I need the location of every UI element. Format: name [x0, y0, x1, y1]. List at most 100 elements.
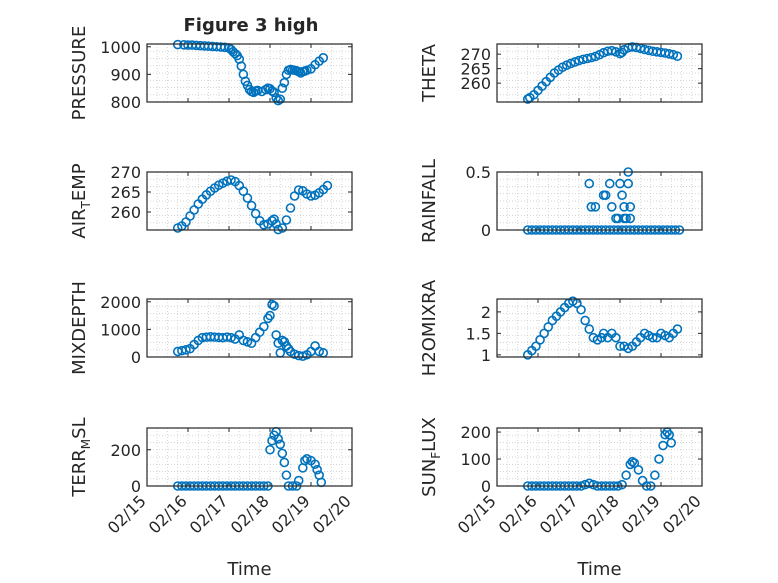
data-point	[621, 470, 631, 481]
data-point	[273, 434, 284, 444]
y-axis-label: H2OMIXRA	[419, 279, 440, 376]
data-point	[277, 448, 288, 459]
x-tick-label: 02/20	[309, 491, 355, 537]
y-tick-label: 0.5	[466, 163, 491, 182]
y-tick-label: 1000	[100, 320, 141, 339]
y-tick-label: 265	[460, 60, 491, 79]
y-tick-label: 0	[481, 221, 491, 240]
data-point	[570, 57, 580, 67]
data-point	[277, 223, 288, 233]
axes-box	[496, 298, 703, 358]
data-point	[281, 470, 292, 480]
y-axis-label: SUNFLUX	[419, 417, 443, 497]
data-point	[629, 458, 640, 468]
data-point	[312, 464, 322, 475]
y-tick-label: 270	[110, 163, 141, 182]
x-axis-label: Time	[226, 559, 271, 580]
data-point	[267, 299, 277, 310]
y-axis-label: TERRMSL	[69, 417, 93, 497]
axes-box	[146, 427, 353, 487]
data-point	[318, 53, 329, 63]
y-tick-label: 2	[481, 303, 491, 322]
subplot-6: 1 1.5 2 H2OMIXRA	[419, 279, 703, 376]
y-tick-label: 1000	[100, 38, 141, 57]
data-point	[259, 220, 269, 230]
data-point	[322, 180, 333, 191]
data-point	[306, 191, 316, 201]
data-point	[617, 47, 627, 58]
y-tick-label: 1.5	[466, 324, 491, 343]
data-point	[275, 94, 286, 105]
x-tick-label: 02/19	[618, 491, 664, 537]
y-axis-label: AIRTEMP	[69, 163, 93, 238]
axes-box	[146, 43, 353, 103]
y-tick-label: 0	[131, 477, 141, 496]
y-tick-label: 1	[481, 346, 491, 365]
data-point	[246, 200, 257, 211]
data-point	[220, 42, 230, 53]
y-tick-label: 0	[131, 348, 141, 367]
data-point	[242, 193, 253, 203]
data-point	[672, 51, 683, 61]
data-point	[269, 87, 279, 98]
data-point	[617, 479, 627, 490]
x-tick-label: 02/17	[186, 491, 232, 537]
data-point	[293, 185, 304, 195]
x-axis-label: Time	[576, 559, 621, 580]
y-tick-label: 270	[460, 45, 491, 64]
data-point	[590, 202, 601, 212]
data-point	[625, 202, 636, 212]
data-point	[267, 435, 277, 446]
data-point	[226, 332, 236, 343]
data-point	[617, 190, 627, 200]
data-point	[658, 440, 668, 451]
data-point	[300, 455, 310, 466]
data-point	[281, 215, 292, 225]
axes-box	[496, 43, 703, 103]
data-point	[238, 335, 249, 346]
data-point	[619, 202, 629, 212]
y-axis-label: THETA	[419, 43, 440, 103]
axes-box	[146, 298, 353, 358]
data-point	[668, 49, 679, 60]
y-axis-label: PRESSURE	[69, 26, 90, 121]
data-point	[606, 202, 617, 212]
data-point	[267, 86, 277, 96]
data-point	[238, 186, 249, 196]
data-point	[522, 94, 533, 104]
data-point	[181, 345, 191, 355]
data-point	[279, 457, 290, 468]
data-point	[584, 478, 595, 489]
y-tick-label: 200	[110, 441, 141, 460]
y-tick-label: 260	[110, 203, 141, 222]
data-point	[273, 95, 284, 106]
data-point	[606, 45, 617, 56]
x-tick-label: 02/16	[145, 491, 191, 537]
data-point	[666, 438, 677, 448]
x-tick-label: 02/15	[454, 491, 500, 537]
data-point	[619, 213, 629, 224]
axes-box	[146, 171, 353, 231]
data-point	[584, 178, 595, 189]
data-point	[277, 83, 288, 93]
data-point	[285, 203, 296, 213]
data-point	[261, 84, 271, 95]
x-tick-label: 02/16	[495, 491, 541, 537]
data-point	[580, 315, 590, 326]
x-tick-label: 02/19	[268, 491, 314, 537]
y-tick-label: 0	[481, 477, 491, 496]
figure-title: Figure 3 high	[184, 15, 319, 36]
data-point	[269, 214, 279, 224]
data-point	[586, 202, 597, 212]
data-point	[625, 213, 636, 224]
x-tick-label: 02/18	[227, 491, 273, 537]
data-point	[269, 301, 279, 311]
data-point	[293, 475, 304, 486]
data-point	[604, 178, 615, 189]
data-point	[600, 190, 611, 200]
data-point	[654, 454, 664, 464]
